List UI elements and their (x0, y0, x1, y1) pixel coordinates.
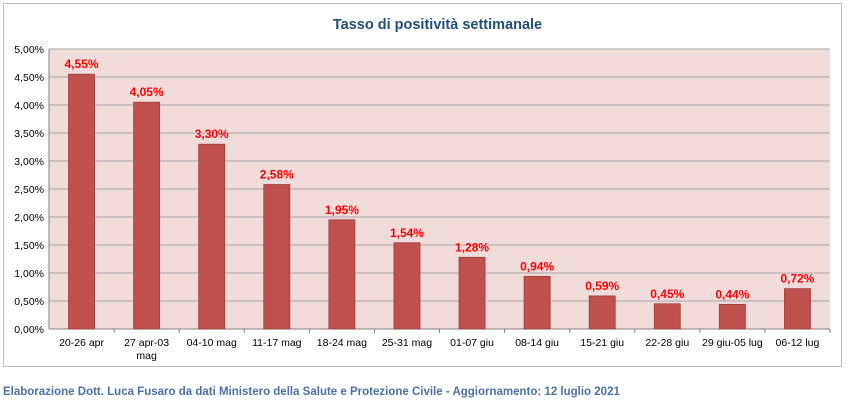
data-label: 0,59% (585, 279, 619, 293)
bar-chart: Tasso di positività settimanale 0,00% 0,50… (14, 17, 831, 362)
x-tick-label: 27 apr-03 mag (124, 337, 169, 362)
x-tick-label: 20-26 apr (59, 337, 104, 349)
source-footnote: Elaborazione Dott. Luca Fusaro da dati M… (3, 386, 620, 398)
bar (68, 73, 95, 330)
x-tick-label: 08-14 giu (515, 337, 559, 349)
x-tick-label: 04-10 mag (187, 337, 237, 349)
data-label: 0,94% (520, 259, 554, 273)
y-tick-label: 1,00% (14, 268, 44, 280)
bar (653, 303, 681, 330)
y-tick-label: 3,00% (14, 156, 44, 168)
bar (784, 288, 811, 330)
bar (588, 295, 616, 330)
bar (393, 242, 421, 330)
data-label: 1,95% (325, 203, 359, 217)
x-tick-label: 11-17 mag (252, 337, 302, 349)
data-label: 2,58% (260, 168, 294, 182)
data-label: 0,44% (715, 287, 749, 301)
y-tick-label: 0,00% (14, 324, 44, 336)
x-tick-label: 18-24 mag (317, 337, 367, 349)
x-tick-label: 29 giu-05 lug (702, 337, 763, 349)
x-tick-label: 25-31 mag (382, 337, 432, 349)
x-tick-label: 06-12 lug (776, 337, 820, 349)
data-label: 4,05% (130, 85, 164, 99)
y-tick-label: 0,50% (14, 296, 44, 308)
data-label: 1,28% (455, 240, 489, 254)
x-tick-label: 22-28 giu (645, 337, 689, 349)
bar (263, 184, 291, 330)
bar (328, 219, 356, 330)
chart-frame: Tasso di positività settimanale 0,00% 0,50… (3, 3, 842, 367)
x-tick-label: 15-21 giu (580, 337, 624, 349)
y-tick-label: 4,00% (14, 100, 44, 112)
bar (458, 256, 486, 330)
y-tick-label: 4,50% (14, 72, 44, 84)
bar (198, 143, 226, 330)
y-tick-label: 2,00% (14, 212, 44, 224)
data-label: 4,55% (65, 57, 99, 71)
data-label: 0,72% (780, 272, 814, 286)
y-tick-label: 1,50% (14, 240, 44, 252)
x-tick-label: 01-07 giu (450, 337, 494, 349)
y-tick-label: 3,50% (14, 128, 44, 140)
bar (718, 303, 746, 330)
bar (133, 101, 161, 330)
y-tick-label: 2,50% (14, 184, 44, 196)
data-label: 3,30% (195, 127, 229, 141)
y-tick-label: 5,00% (14, 44, 44, 56)
chart-title: Tasso di positività settimanale (333, 17, 542, 33)
bar (523, 275, 551, 330)
data-label: 0,45% (650, 287, 684, 301)
data-label: 1,54% (390, 226, 424, 240)
